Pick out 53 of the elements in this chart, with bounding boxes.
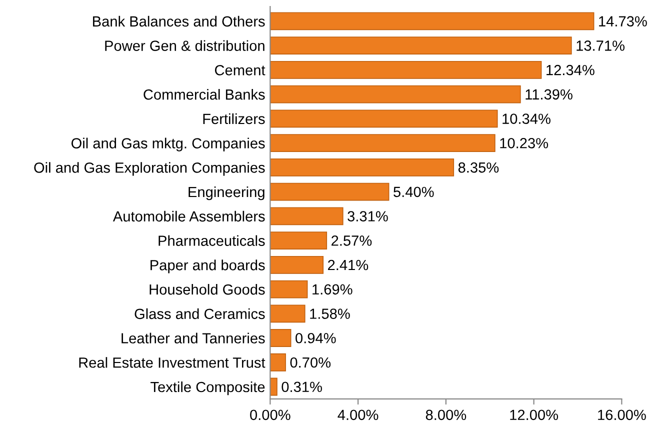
bar [270, 232, 328, 250]
data-label: 2.41% [328, 260, 368, 270]
bar [270, 378, 278, 396]
bar [270, 304, 306, 323]
y-tick-label: Bank Balances and Others [93, 16, 265, 27]
data-label: 8.35% [458, 162, 499, 173]
data-label: 3.31% [348, 211, 388, 222]
bar [270, 329, 292, 347]
data-label: 14.73% [599, 16, 647, 26]
data-label: 1.58% [310, 308, 350, 319]
y-tick-label: Cement [214, 65, 266, 76]
y-tick-label: Household Goods [150, 284, 265, 295]
bar [270, 36, 572, 54]
data-label: 12.34% [546, 64, 594, 76]
y-tick-label: Real Estate Investment Trust [79, 357, 266, 368]
bar [270, 182, 390, 201]
y-tick-label: Automobile Assemblers [112, 210, 265, 222]
y-tick-label: Leather and Tanneries [122, 332, 265, 344]
data-label: 10.34% [502, 114, 550, 124]
data-label: 0.94% [296, 332, 336, 344]
bar [270, 12, 594, 30]
y-tick-label: Textile Composite [150, 381, 265, 396]
y-tick-label: Oil and Gas Exploration Companies [34, 162, 265, 176]
data-label: 10.23% [500, 138, 548, 148]
bar [270, 134, 496, 152]
bar [270, 256, 324, 274]
bar [270, 207, 344, 226]
bar [270, 158, 454, 176]
x-tick-label: 0.00% [250, 410, 290, 420]
x-tick-label: 8.00% [426, 410, 466, 420]
x-tick-label: 4.00% [338, 410, 378, 420]
y-tick-label: Engineering [188, 186, 264, 200]
x-tick-label: 16.00% [598, 410, 646, 420]
data-label: 2.57% [332, 235, 372, 246]
y-tick-label: Fertilizers [203, 113, 265, 124]
bar [270, 110, 498, 128]
y-tick-label: Pharmaceuticals [158, 235, 265, 246]
data-label: 5.40% [394, 186, 434, 198]
bar [270, 85, 521, 104]
y-tick-label: Paper and boards [150, 260, 265, 274]
data-label: 0.31% [282, 382, 322, 392]
y-tick-label: Commercial Banks [144, 88, 265, 100]
data-label: 1.69% [312, 284, 352, 295]
data-label: 13.71% [576, 40, 624, 51]
y-tick-label: Glass and Ceramics [134, 308, 265, 320]
bar [270, 60, 542, 79]
bar [270, 280, 308, 298]
data-label: 11.39% [526, 89, 572, 100]
y-tick-label: Power Gen & distribution [105, 40, 264, 51]
data-label: 0.70% [290, 357, 331, 368]
y-tick-label: Oil and Gas mktg. Companies [71, 138, 265, 152]
bar [270, 353, 286, 372]
x-tick-label: 12.00% [510, 410, 558, 420]
